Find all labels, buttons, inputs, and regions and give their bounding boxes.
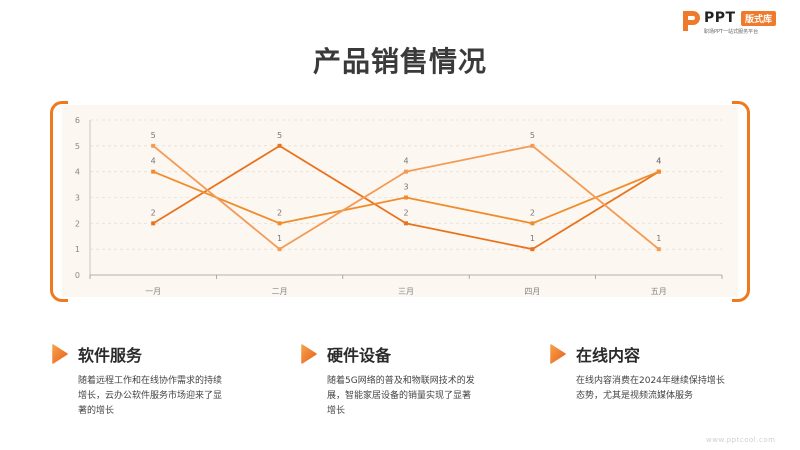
- card-title: 硬件设备: [327, 346, 392, 365]
- data-point: [277, 221, 282, 226]
- data-point: [277, 143, 282, 148]
- data-label: 1: [656, 234, 661, 243]
- data-point: [151, 169, 156, 174]
- data-point: [530, 247, 535, 252]
- data-point: [404, 195, 408, 200]
- data-point: [656, 169, 661, 174]
- y-tick-label: 3: [75, 194, 80, 203]
- data-label: 2: [403, 208, 408, 217]
- chart-bracket-left: [50, 101, 68, 302]
- y-tick-label: 6: [75, 116, 80, 125]
- data-point: [656, 247, 661, 252]
- logo-brand-text: PPT: [704, 10, 736, 26]
- data-point: [151, 143, 156, 148]
- footer-url: www.pptcool.com: [706, 436, 776, 444]
- y-tick-label: 2: [75, 219, 80, 228]
- data-label: 5: [151, 131, 156, 140]
- data-label: 4: [656, 157, 661, 166]
- data-label: 2: [151, 208, 156, 217]
- card-title: 软件服务: [78, 346, 143, 365]
- data-label: 4: [151, 157, 156, 166]
- data-point: [530, 221, 535, 226]
- data-point: [404, 169, 408, 174]
- page-title: 产品销售情况: [312, 45, 487, 78]
- brand-logo: PPT 版式库 职场PPT一站式服务平台: [680, 9, 792, 37]
- card-text: 随着远程工作和在线协作需求的持续增长，云办公软件服务市场迎来了显著的增长: [78, 376, 223, 416]
- data-label: 4: [656, 157, 661, 166]
- x-tick-label: 四月: [524, 287, 540, 296]
- data-label: 1: [277, 234, 282, 243]
- x-tick-label: 三月: [398, 287, 414, 296]
- x-tick-label: 五月: [651, 287, 667, 296]
- data-label: 4: [403, 157, 408, 166]
- y-tick-label: 1: [75, 245, 80, 254]
- data-label: 5: [277, 131, 282, 140]
- chart-bracket-right: [732, 101, 750, 302]
- logo-tagline: 职场PPT一站式服务平台: [704, 29, 759, 35]
- y-tick-label: 4: [75, 168, 80, 177]
- data-label: 5: [530, 131, 535, 140]
- data-point: [151, 221, 156, 226]
- card-text: 在线内容消费在2024年继续保持增长态势，尤其是视频流媒体服务: [576, 376, 725, 401]
- data-point: [277, 247, 282, 252]
- data-label: 1: [530, 234, 535, 243]
- chart-panel: [62, 105, 738, 297]
- data-point: [530, 143, 535, 148]
- data-label: 2: [530, 208, 535, 217]
- logo-mark-icon: [683, 11, 700, 31]
- play-arrow-icon: [52, 344, 68, 364]
- card-text: 随着5G网络的普及和物联网技术的发展，智能家居设备的销量实现了显著增长: [327, 376, 475, 416]
- data-label: 2: [277, 208, 282, 217]
- play-arrow-icon: [301, 344, 317, 364]
- x-tick-label: 一月: [145, 287, 161, 296]
- y-tick-label: 0: [75, 271, 80, 280]
- play-arrow-icon: [550, 344, 566, 364]
- data-label: 3: [403, 183, 408, 192]
- y-tick-label: 5: [75, 142, 80, 151]
- x-tick-label: 二月: [272, 287, 288, 296]
- logo-badge: 版式库: [741, 11, 777, 26]
- card-title: 在线内容: [576, 346, 641, 365]
- data-point: [404, 221, 408, 226]
